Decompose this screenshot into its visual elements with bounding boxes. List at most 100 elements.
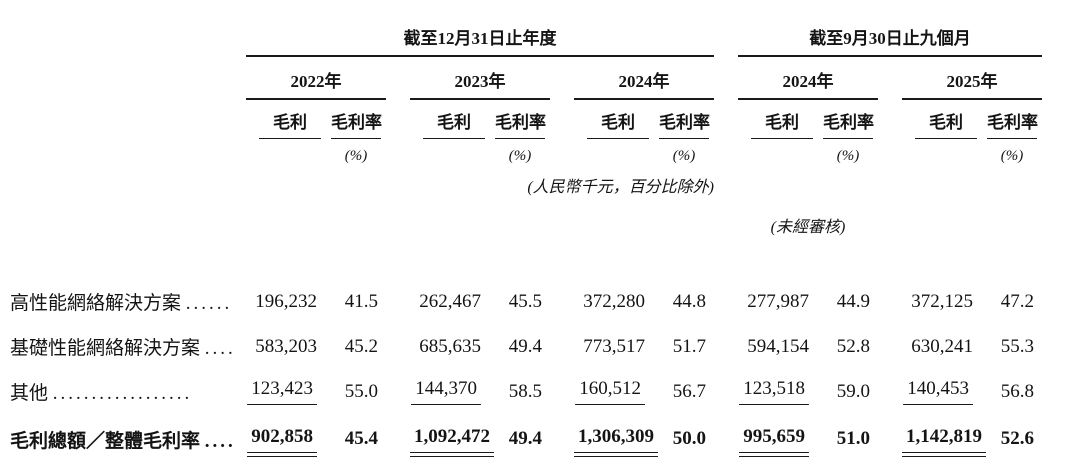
gross-profit-header-label: 毛利	[751, 108, 813, 139]
section-header-row: 截至12月31日止年度 截至9月30日止九個月	[0, 12, 1043, 57]
double-underlined-value: 1,306,309	[574, 426, 658, 457]
spacer-cell	[0, 99, 246, 139]
gross-margin-header-label: 毛利率	[331, 108, 382, 139]
dot-leader: ......	[185, 293, 233, 314]
gross-profit-cell: 773,517	[583, 335, 645, 357]
spacer-cell	[386, 279, 410, 324]
spacer-cell	[550, 99, 574, 139]
spacer-cell	[0, 139, 246, 165]
gross-profit-header: 毛利	[410, 99, 495, 139]
total-gross-profit-cell: 995,659	[738, 414, 823, 464]
gross-margin-cell: 45.2	[344, 335, 378, 357]
spacer-cell	[0, 12, 246, 56]
gross-margin-cell: 45.5	[508, 290, 542, 312]
spacer-cell	[714, 197, 738, 237]
gross-margin-cell: 49.4	[508, 335, 542, 357]
underlined-value: 140,453	[903, 378, 973, 405]
spacer-cell	[878, 414, 902, 464]
units-note-row: (人民幣千元，百分比除外)	[0, 165, 1042, 197]
spacer-cell	[386, 369, 410, 414]
gross-profit-cell: 123,423	[246, 369, 331, 414]
gross-profit-header-label: 毛利	[587, 108, 649, 139]
spacer-cell	[714, 279, 738, 324]
gross-margin-cell: 58.5	[508, 380, 542, 402]
gross-profit-cell: 594,154	[747, 335, 809, 357]
spacer-cell	[714, 12, 738, 56]
total-gross-margin-cell: 52.6	[1000, 428, 1035, 449]
spacer-cell	[878, 279, 902, 324]
spacer-cell	[386, 324, 410, 369]
spacer-cell	[714, 369, 738, 414]
spacer-cell	[550, 324, 574, 369]
spacer-cell	[386, 139, 410, 165]
spacer-cell	[878, 139, 902, 165]
spacer-cell	[246, 139, 331, 165]
total-gross-margin-cell: 50.0	[672, 428, 706, 449]
gross-profit-cell: 372,280	[583, 290, 645, 312]
gross-margin-header-label: 毛利率	[659, 108, 710, 139]
gross-margin-cell: 55.3	[1000, 335, 1035, 357]
section-header-nine-months: 截至9月30日止九個月	[738, 12, 1043, 57]
percent-sign-cell: (%)	[659, 139, 714, 165]
total-gross-profit-cell: 1,092,472	[410, 414, 495, 464]
underlined-value: 123,518	[739, 378, 809, 405]
spacer-cell	[386, 99, 410, 139]
spacer-cell	[738, 139, 823, 165]
double-underlined-value: 1,142,819	[902, 426, 986, 457]
year-header-row: 2022年 2023年 2024年 2024年 2025年	[0, 56, 1043, 100]
gross-margin-cell: 56.7	[672, 380, 706, 402]
spacer-cell	[714, 139, 738, 165]
spacer-cell	[550, 279, 574, 324]
gross-margin-cell: 41.5	[344, 290, 378, 312]
spacer-cell	[714, 165, 738, 197]
gross-profit-header-label: 毛利	[915, 108, 977, 139]
spacer-cell	[878, 369, 902, 414]
gross-margin-cell: 44.9	[836, 290, 870, 312]
gross-profit-header-label: 毛利	[423, 108, 485, 139]
spacer-cell	[714, 56, 738, 99]
gross-profit-cell: 630,241	[911, 335, 973, 357]
year-header-2024-9m: 2024年	[738, 56, 878, 100]
gross-margin-header: 毛利率	[331, 99, 386, 139]
gross-margin-header-label: 毛利率	[823, 108, 874, 139]
gross-profit-header: 毛利	[738, 99, 823, 139]
spacer-cell	[0, 237, 1042, 279]
row-label-text: 毛利總額／整體毛利率	[10, 430, 201, 452]
gross-margin-header: 毛利率	[987, 99, 1042, 139]
total-row-label: 毛利總額／整體毛利率 ....	[0, 414, 246, 464]
gross-profit-cell: 685,635	[419, 335, 481, 357]
percent-sign-cell: (%)	[987, 139, 1042, 165]
gross-profit-cell: 123,518	[738, 369, 823, 414]
total-gross-profit-cell: 1,306,309	[574, 414, 659, 464]
gross-profit-cell: 277,987	[747, 290, 809, 312]
total-gross-profit-cell: 902,858	[246, 414, 331, 464]
dot-leader: ..................	[52, 383, 193, 404]
spacer-cell	[902, 197, 1042, 237]
gross-margin-header-label: 毛利率	[495, 108, 546, 139]
gross-profit-cell: 160,512	[574, 369, 659, 414]
gross-margin-cell: 51.7	[672, 335, 706, 357]
spacer-cell	[714, 99, 738, 139]
total-gross-margin-cell: 45.4	[344, 428, 378, 449]
gross-margin-header: 毛利率	[659, 99, 714, 139]
year-header-2025-9m: 2025年	[902, 56, 1043, 100]
gross-margin-header: 毛利率	[823, 99, 878, 139]
row-label: 高性能網絡解決方案 ......	[0, 279, 246, 324]
section-header-annual: 截至12月31日止年度	[246, 12, 714, 57]
percent-sign-cell: (%)	[823, 139, 878, 165]
percent-sign-cell: (%)	[495, 139, 550, 165]
spacer-cell	[550, 56, 574, 99]
gross-margin-header: 毛利率	[495, 99, 550, 139]
gross-profit-header-label: 毛利	[259, 108, 321, 139]
gross-margin-cell: 55.0	[344, 380, 378, 402]
spacer-cell	[386, 56, 410, 99]
spacer-cell	[246, 197, 714, 237]
spacer-cell	[878, 56, 902, 99]
gross-profit-header: 毛利	[574, 99, 659, 139]
gross-margin-header-label: 毛利率	[987, 108, 1038, 139]
gross-profit-cell: 262,467	[419, 290, 481, 312]
sub-header-row: 毛利 毛利率 毛利 毛利率 毛利 毛利率 毛利 毛利率 毛利 毛利率	[0, 99, 1042, 139]
unaudited-note-row: (未經審核)	[0, 197, 1042, 237]
table-row-total: 毛利總額／整體毛利率 .... 902,858 45.4 1,092,472 4…	[0, 414, 1042, 464]
gross-profit-header: 毛利	[902, 99, 987, 139]
